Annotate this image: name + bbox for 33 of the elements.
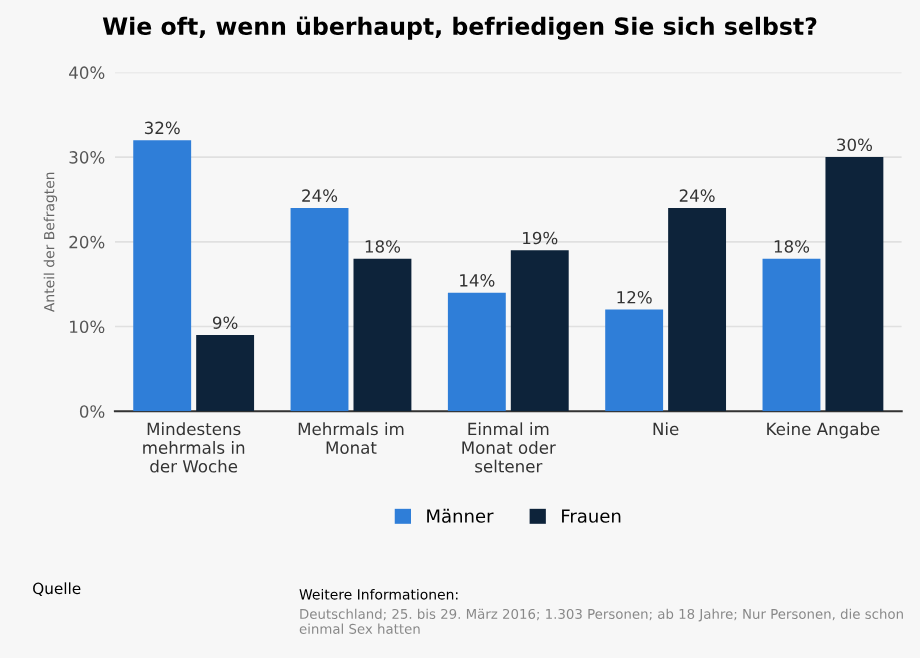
bar	[447, 292, 506, 412]
data-label: 14%	[460, 274, 495, 287]
chart-title: Wie oft, wenn überhaupt, befriedigen Sie sich selbst?	[102, 16, 817, 40]
y-tick-label: 30%	[69, 151, 105, 164]
data-label: 9%	[212, 316, 238, 329]
x-tick-label: Einmal im Monat oder seltener	[462, 422, 556, 473]
data-label: 18%	[365, 240, 401, 253]
x-tick-label: Keine Angabe	[767, 422, 880, 439]
bar	[605, 309, 664, 412]
data-label: 19%	[523, 231, 558, 245]
data-label: 24%	[679, 189, 715, 202]
data-label: 12%	[617, 290, 652, 304]
x-tick-label: Mindestens mehrmals in der Woche	[143, 422, 245, 473]
y-tick-label: 0%	[79, 405, 105, 418]
data-label: 24%	[302, 189, 338, 202]
y-tick-label: 20%	[69, 235, 105, 249]
y-tick-label: 40%	[69, 66, 105, 79]
data-label: 18%	[774, 240, 810, 253]
legend-label: Frauen	[562, 509, 621, 523]
data-label: 30%	[837, 138, 873, 152]
x-tick-label: Nie	[653, 422, 679, 436]
x-tick-label: Mehrmals im Monat	[298, 422, 404, 454]
bar	[510, 250, 569, 412]
y-tick-label: 10%	[70, 320, 105, 334]
legend-label: Männer	[427, 508, 494, 523]
bar	[762, 258, 821, 412]
bar	[353, 258, 412, 412]
bar	[825, 157, 884, 412]
bar	[133, 140, 192, 412]
data-label: 32%	[144, 121, 180, 135]
bar	[290, 207, 349, 412]
bar	[196, 335, 255, 412]
bar	[668, 207, 727, 412]
